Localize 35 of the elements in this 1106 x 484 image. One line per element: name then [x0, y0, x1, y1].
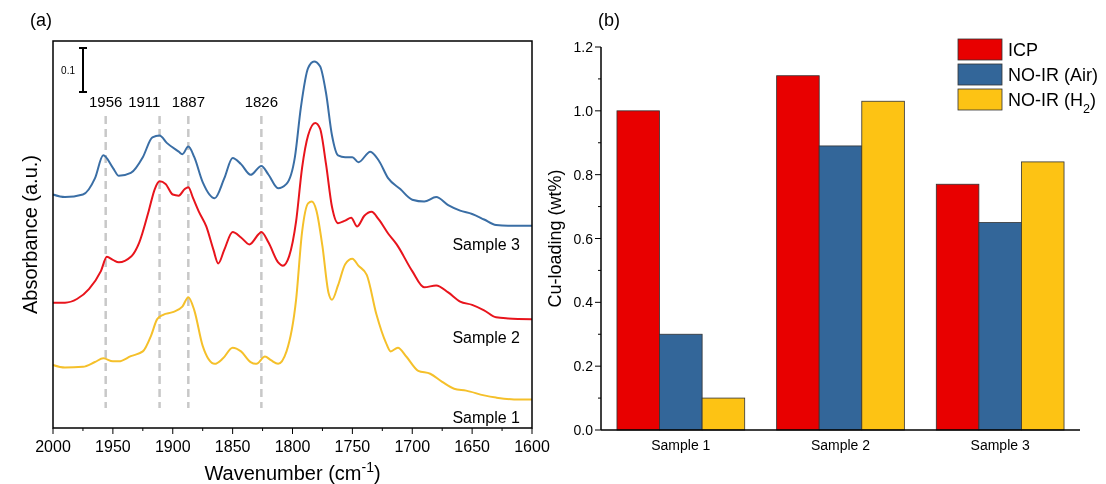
annotation: 0.1 — [61, 65, 76, 76]
x-tick-label: 1850 — [214, 438, 251, 455]
ref-line-label: 1911 — [128, 93, 161, 110]
series-label: Sample 1 — [452, 409, 521, 427]
series-label: Sample 3 — [452, 235, 521, 253]
ref-line-label: 1956 — [89, 93, 123, 110]
y-tick-label: 0.0 — [573, 422, 594, 438]
y-tick-label: 1.2 — [573, 39, 594, 55]
x-tick-label: 1950 — [95, 438, 131, 455]
x-tick-label: 1600 — [514, 438, 550, 455]
y-tick-label: 1.0 — [573, 102, 594, 119]
y-tick-label: 0.2 — [573, 358, 594, 375]
x-tick-label: 1800 — [274, 438, 311, 455]
legend-label: ICP — [1008, 40, 1039, 60]
y-axis-title: Cu-loading (wt%) — [545, 169, 565, 308]
y-tick-label: 0.4 — [573, 294, 594, 311]
chart-title: (b) — [598, 10, 620, 30]
ref-line-label: 1887 — [171, 93, 206, 110]
series-label: Sample 2 — [452, 329, 521, 347]
legend-label: NO-IR (H$_{2}$) — [1008, 90, 1097, 116]
x-tick-label: 2000 — [35, 438, 71, 455]
x-tick-label: Sample 1 — [651, 437, 711, 453]
y-axis-title: Absorbance (a.u.) — [19, 155, 41, 314]
x-tick-label: 1700 — [394, 438, 431, 455]
x-axis-title: Wavenumber (cm$^{-1}$) — [204, 459, 381, 484]
ref-line-label: 1826 — [244, 93, 279, 110]
y-tick-label: 0.6 — [573, 230, 594, 247]
x-tick-label: 1750 — [334, 438, 371, 455]
legend-label: NO-IR (Air) — [1008, 65, 1098, 85]
chart-title: (a) — [30, 10, 52, 30]
x-tick-label: 1900 — [154, 438, 191, 455]
x-tick-label: Sample 2 — [810, 437, 871, 453]
x-tick-label: 1650 — [454, 438, 491, 455]
y-tick-label: 0.8 — [573, 166, 594, 183]
x-tick-label: Sample 3 — [970, 437, 1030, 453]
